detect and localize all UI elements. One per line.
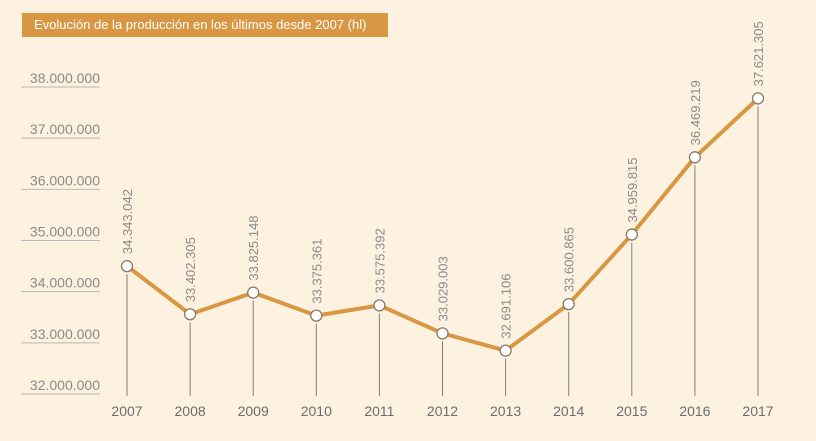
x-tick-label: 2014 <box>553 403 584 419</box>
data-label: 37.621.305 <box>751 21 766 86</box>
data-point-marker <box>688 151 702 164</box>
x-tick-label: 2009 <box>238 403 269 419</box>
y-tick-label: 37.000.000 <box>30 121 100 137</box>
data-point-group: 33.402.305 <box>183 237 198 396</box>
data-point-group: 33.375.361 <box>309 239 324 396</box>
y-tick-label: 32.000.000 <box>30 377 100 393</box>
data-point-group: 33.029.003 <box>436 256 451 396</box>
y-tick-label: 38.000.000 <box>30 70 100 86</box>
data-point-marker <box>247 286 260 299</box>
y-tick-label: 34.000.000 <box>30 275 100 291</box>
data-point-marker <box>499 344 512 357</box>
data-label: 33.575.392 <box>372 228 387 293</box>
data-label: 36.469.219 <box>688 80 703 145</box>
data-label: 33.600.865 <box>562 227 577 292</box>
y-tick-label: 33.000.000 <box>30 326 100 342</box>
x-tick-label: 2013 <box>490 403 521 419</box>
x-tick-label: 2016 <box>679 403 710 419</box>
x-tick-label: 2015 <box>616 403 647 419</box>
data-point-marker <box>562 297 575 311</box>
data-point-group: 33.600.865 <box>562 227 577 396</box>
data-point-marker <box>183 308 197 321</box>
data-point-marker <box>436 327 449 340</box>
data-point-marker <box>373 299 386 312</box>
data-point-marker <box>625 228 638 241</box>
x-tick-label: 2008 <box>175 403 206 419</box>
data-point-group: 33.575.392 <box>372 228 387 396</box>
y-tick-label: 35.000.000 <box>30 224 100 240</box>
data-point-group: 34.343.042 <box>120 189 135 396</box>
data-point-group: 34.959.815 <box>625 157 640 396</box>
chart-title: Evolución de la producción en los último… <box>22 13 389 37</box>
x-tick-label: 2011 <box>364 403 394 419</box>
data-label: 33.375.361 <box>309 239 324 304</box>
x-tick-label: 2012 <box>427 403 458 419</box>
data-label: 33.825.148 <box>246 216 261 281</box>
data-label: 32.691.106 <box>499 274 514 339</box>
data-label: 34.959.815 <box>625 157 640 222</box>
data-point-group: 32.691.106 <box>499 274 514 396</box>
x-tick-label: 2017 <box>742 403 773 419</box>
data-point-group: 37.621.305 <box>751 21 766 396</box>
data-point-marker <box>751 92 765 105</box>
y-tick-label: 36.000.000 <box>30 172 100 188</box>
x-tick-label: 2007 <box>111 403 142 419</box>
data-point-group: 33.825.148 <box>246 216 261 396</box>
data-point-marker <box>120 259 134 273</box>
data-point-marker <box>310 309 323 322</box>
data-label: 33.402.305 <box>183 237 198 302</box>
data-point-group: 36.469.219 <box>688 80 703 396</box>
data-label: 34.343.042 <box>120 189 135 254</box>
x-tick-label: 2010 <box>301 403 332 419</box>
data-label: 33.029.003 <box>436 256 451 321</box>
